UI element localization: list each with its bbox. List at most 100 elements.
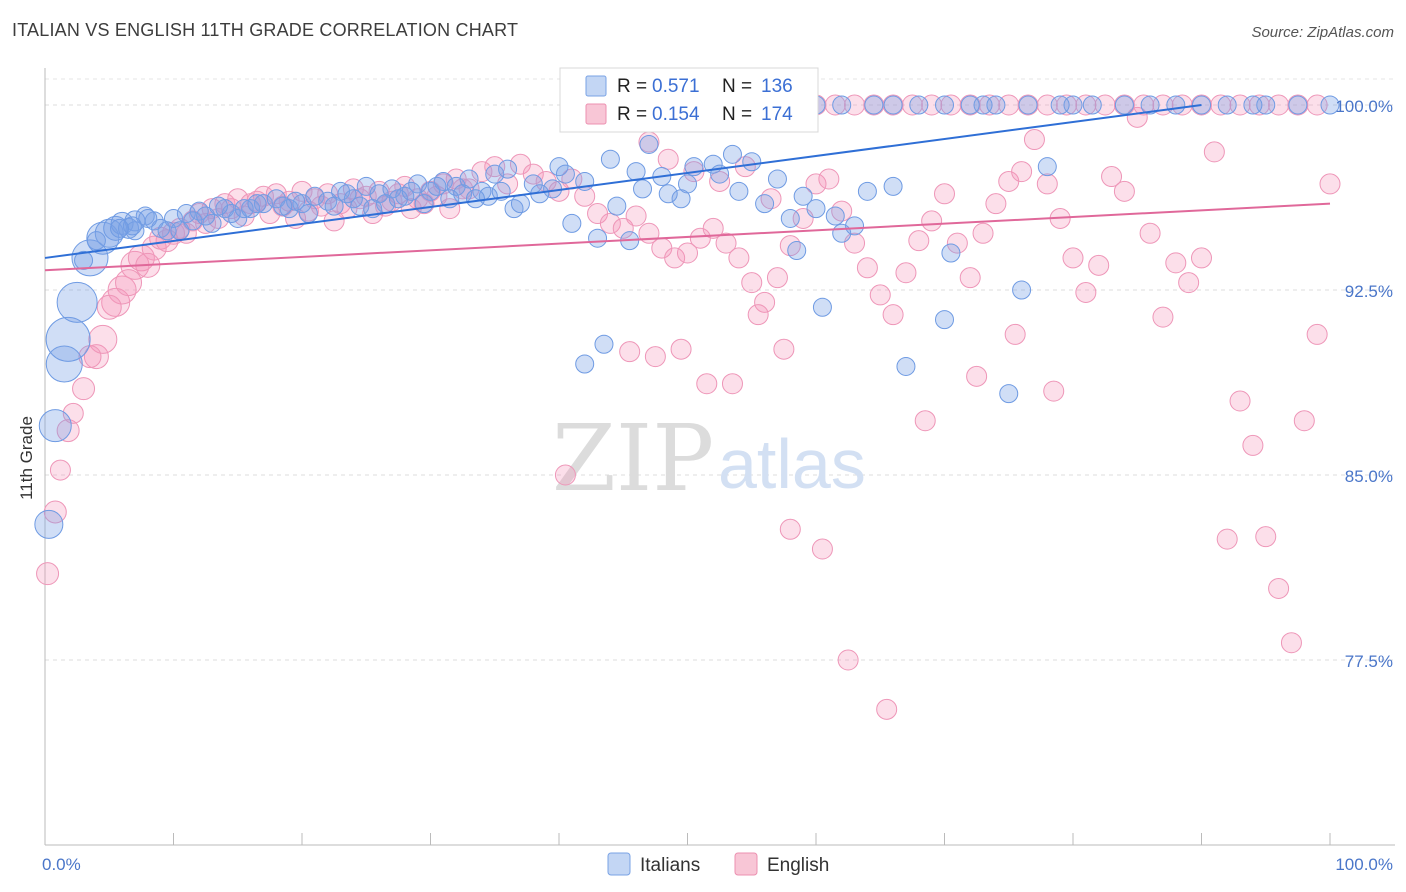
trend-lines [44,104,1331,272]
english-point-115 [619,341,641,363]
italian-point-67 [504,199,524,219]
italians-trend-line [44,104,1202,259]
english-point-97 [1216,528,1238,550]
italians-legend-swatch [585,75,607,97]
italian-point-22 [253,194,273,214]
watermark-atlas: atlas [718,425,866,503]
italian-point-130 [555,164,575,184]
italian-point-77 [845,216,865,236]
english-point-3 [56,419,80,443]
english-point-82 [1023,129,1045,151]
italian-point-26 [305,186,325,206]
stats-legend: R = 0.571 N = 136 R = 0.154 N = 174 [559,67,819,133]
italian-point-52 [780,208,800,228]
english-point-148 [1287,94,1309,116]
english-point-93 [1165,252,1187,274]
english-point-62 [766,267,788,289]
english-point-59 [728,247,750,269]
italian-point-69 [588,228,608,248]
english-point-83 [1036,173,1058,195]
english-point-111 [914,410,936,432]
english-point-86 [1075,281,1097,303]
italian-point-2 [45,345,83,383]
italians-r-value: 0.571 [652,76,700,97]
italian-point-122 [401,181,421,201]
italian-point-116 [298,204,318,224]
english-point-114 [1043,380,1065,402]
italian-point-112 [208,196,228,216]
english-n-value: 174 [761,104,793,125]
italian-point-71 [639,134,659,154]
italian-point-74 [722,144,742,164]
italian-point-3 [45,316,91,362]
italian-point-21 [241,199,261,219]
italian-point-115 [273,196,293,216]
y-axis-label: 11th Grade [17,416,36,500]
english-point-55 [677,242,698,264]
italian-point-20 [228,208,248,228]
english-point-75 [934,183,955,205]
italian-point-107 [594,334,614,354]
italian-point-17 [189,201,209,221]
x-tick-labels: 0.0% 100.0% [42,855,1393,874]
italian-point-68 [562,213,582,233]
italian-point-95 [909,95,929,115]
english-point-110 [876,698,898,720]
english-point-87 [1088,254,1110,276]
english-point-141 [1017,94,1039,116]
italian-point-43 [549,157,569,177]
italian-point-83 [1166,95,1186,115]
watermark-zip: ZIP [552,405,714,512]
english-point-61 [754,291,776,313]
italian-point-136 [825,206,845,226]
english-point-118 [696,373,718,395]
source-label: Source: ZipAtlas.com [1251,24,1394,41]
english-point-66 [818,168,840,190]
english-point-70 [869,284,891,306]
english-point-103 [1293,410,1315,432]
english-legend-swatch [585,103,607,125]
english-point-101 [1268,577,1290,599]
italian-point-135 [793,186,813,206]
italian-point-12 [135,206,155,226]
english-point-58 [715,232,737,254]
english-point-85 [1062,247,1084,269]
italian-point-88 [1012,280,1032,300]
english-point-50 [612,217,634,239]
italian-point-123 [427,176,447,196]
english-point-2 [49,459,71,481]
english-point-154 [760,188,782,210]
italian-point-110 [170,221,190,241]
italian-point-137 [74,250,94,270]
italian-point-66 [671,189,691,209]
english-point-116 [644,346,666,368]
italian-point-94 [883,95,903,115]
y-tick-label-0: 100.0% [1335,97,1393,116]
italian-point-76 [812,297,832,317]
english-point-40 [484,156,506,178]
italian-point-87 [1037,157,1057,177]
italian-point-102 [1140,95,1160,115]
italian-point-118 [337,184,357,204]
italian-point-79 [935,310,954,330]
italian-point-58 [183,211,203,231]
english-point-104 [1306,323,1328,345]
english-point-72 [895,262,917,284]
italian-point-41 [498,159,518,179]
english-point-77 [959,267,981,289]
italian-point-138 [86,231,106,251]
italian-point-78 [896,356,916,376]
italian-point-133 [742,152,762,172]
english-point-100 [1255,526,1277,548]
italian-point-104 [1243,95,1263,115]
italian-point-126 [465,189,485,209]
english-point-157 [115,269,143,297]
english-point-155 [78,345,102,369]
italian-point-86 [1320,95,1340,115]
english-point-49 [599,212,621,234]
english-point-39 [471,161,493,183]
italian-point-113 [234,199,254,219]
english-point-164 [233,205,255,227]
english-point-142 [1056,94,1078,116]
english-point-102 [1280,632,1302,654]
